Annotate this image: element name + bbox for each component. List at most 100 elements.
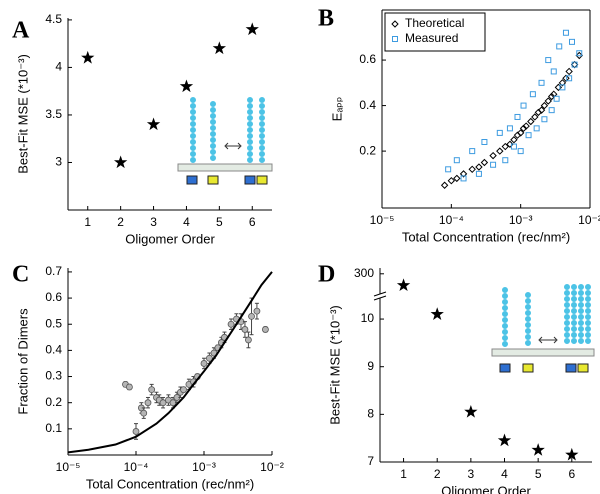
point	[113, 155, 128, 169]
y-tick-label: 0.6	[359, 52, 376, 66]
fit-line	[67, 271, 273, 454]
x-tick-label: 10⁻³	[192, 460, 216, 474]
point	[460, 175, 467, 182]
point	[81, 50, 95, 64]
point	[531, 113, 539, 121]
point	[496, 147, 504, 155]
point	[544, 97, 552, 105]
x-tick-label: 5	[535, 467, 542, 481]
point	[571, 61, 578, 68]
point	[430, 307, 444, 320]
point	[562, 29, 569, 36]
point	[245, 336, 252, 344]
x-tick-label: 3	[150, 215, 157, 229]
y-tick-label: 7	[367, 454, 374, 468]
x-tick-label: 4	[183, 215, 190, 229]
x-tick-label: 2	[117, 215, 124, 229]
point	[514, 113, 521, 120]
point	[489, 151, 497, 160]
panel-label: A	[12, 18, 30, 44]
point	[510, 143, 517, 150]
point	[516, 129, 525, 137]
point	[559, 84, 566, 91]
point	[558, 79, 567, 87]
point	[140, 409, 148, 417]
x-tick-label: 10⁻²	[260, 460, 284, 474]
y-tick-label: 0.4	[45, 343, 62, 357]
x-tick-label: 1	[84, 215, 91, 229]
y-tick-label: 0.1	[45, 421, 62, 435]
x-tick-label: 2	[434, 467, 441, 481]
point	[445, 166, 452, 173]
point	[447, 176, 456, 185]
point	[200, 360, 208, 367]
y-tick-label: 9	[367, 359, 374, 373]
x-tick-label: 6	[249, 215, 256, 229]
y-tick-label: 3	[55, 155, 62, 169]
y-tick-label: 300	[354, 266, 374, 280]
x-tick-label: 6	[568, 467, 575, 481]
point	[502, 157, 509, 164]
point	[550, 68, 557, 75]
point	[565, 447, 579, 461]
axis-break	[373, 291, 387, 297]
x-tick-label: 10⁻⁵	[370, 213, 395, 227]
point	[527, 117, 535, 126]
point	[212, 41, 227, 55]
point	[475, 163, 483, 171]
point	[132, 428, 140, 435]
x-tick-label: 5	[216, 215, 223, 229]
x-tick-label: 4	[501, 467, 508, 481]
y-tick-label: 3.5	[45, 107, 62, 121]
point	[475, 170, 482, 177]
y-tick-label: 0.4	[359, 98, 376, 112]
point	[553, 95, 560, 102]
point	[568, 38, 575, 45]
point	[464, 404, 478, 418]
point	[548, 107, 555, 114]
point	[506, 125, 513, 132]
point	[538, 79, 545, 86]
point	[519, 124, 528, 133]
legend	[384, 12, 486, 52]
point	[541, 116, 548, 123]
point	[126, 383, 133, 391]
point	[262, 326, 269, 333]
point	[253, 307, 261, 315]
panel-label: C	[12, 262, 29, 288]
point	[501, 142, 509, 151]
point	[453, 157, 460, 164]
y-tick-label: 8	[367, 407, 374, 421]
illustration-a	[177, 97, 273, 185]
illustration-d	[491, 284, 595, 373]
x-tick-label: 10⁻⁴	[439, 213, 464, 227]
point	[520, 102, 527, 109]
axis-break	[373, 295, 387, 301]
x-axis-label: Oligomer Order	[125, 231, 215, 246]
point	[517, 148, 524, 155]
point	[537, 106, 546, 114]
point	[510, 136, 518, 144]
x-axis-label: Total Concentration (rec/nm²)	[86, 476, 254, 491]
point	[480, 158, 489, 167]
point	[525, 132, 532, 139]
point	[496, 129, 503, 136]
x-tick-label: 1	[400, 467, 407, 481]
y-tick-label: 0.3	[45, 369, 62, 383]
y-axis-label: Best-Fit MSE (*10⁻³)	[15, 54, 30, 174]
point	[159, 399, 167, 407]
point	[440, 181, 449, 189]
y-axis-label: Fraction of Dimers	[15, 308, 30, 415]
point	[556, 43, 563, 50]
point	[533, 125, 540, 132]
x-tick-label: 10⁻²	[578, 213, 600, 227]
point	[468, 165, 476, 174]
point	[497, 433, 512, 447]
point	[144, 399, 152, 407]
legend-marker	[391, 20, 399, 28]
legend-label: Theoretical	[405, 16, 464, 30]
point	[529, 91, 536, 98]
point	[241, 326, 249, 333]
point	[459, 170, 468, 178]
